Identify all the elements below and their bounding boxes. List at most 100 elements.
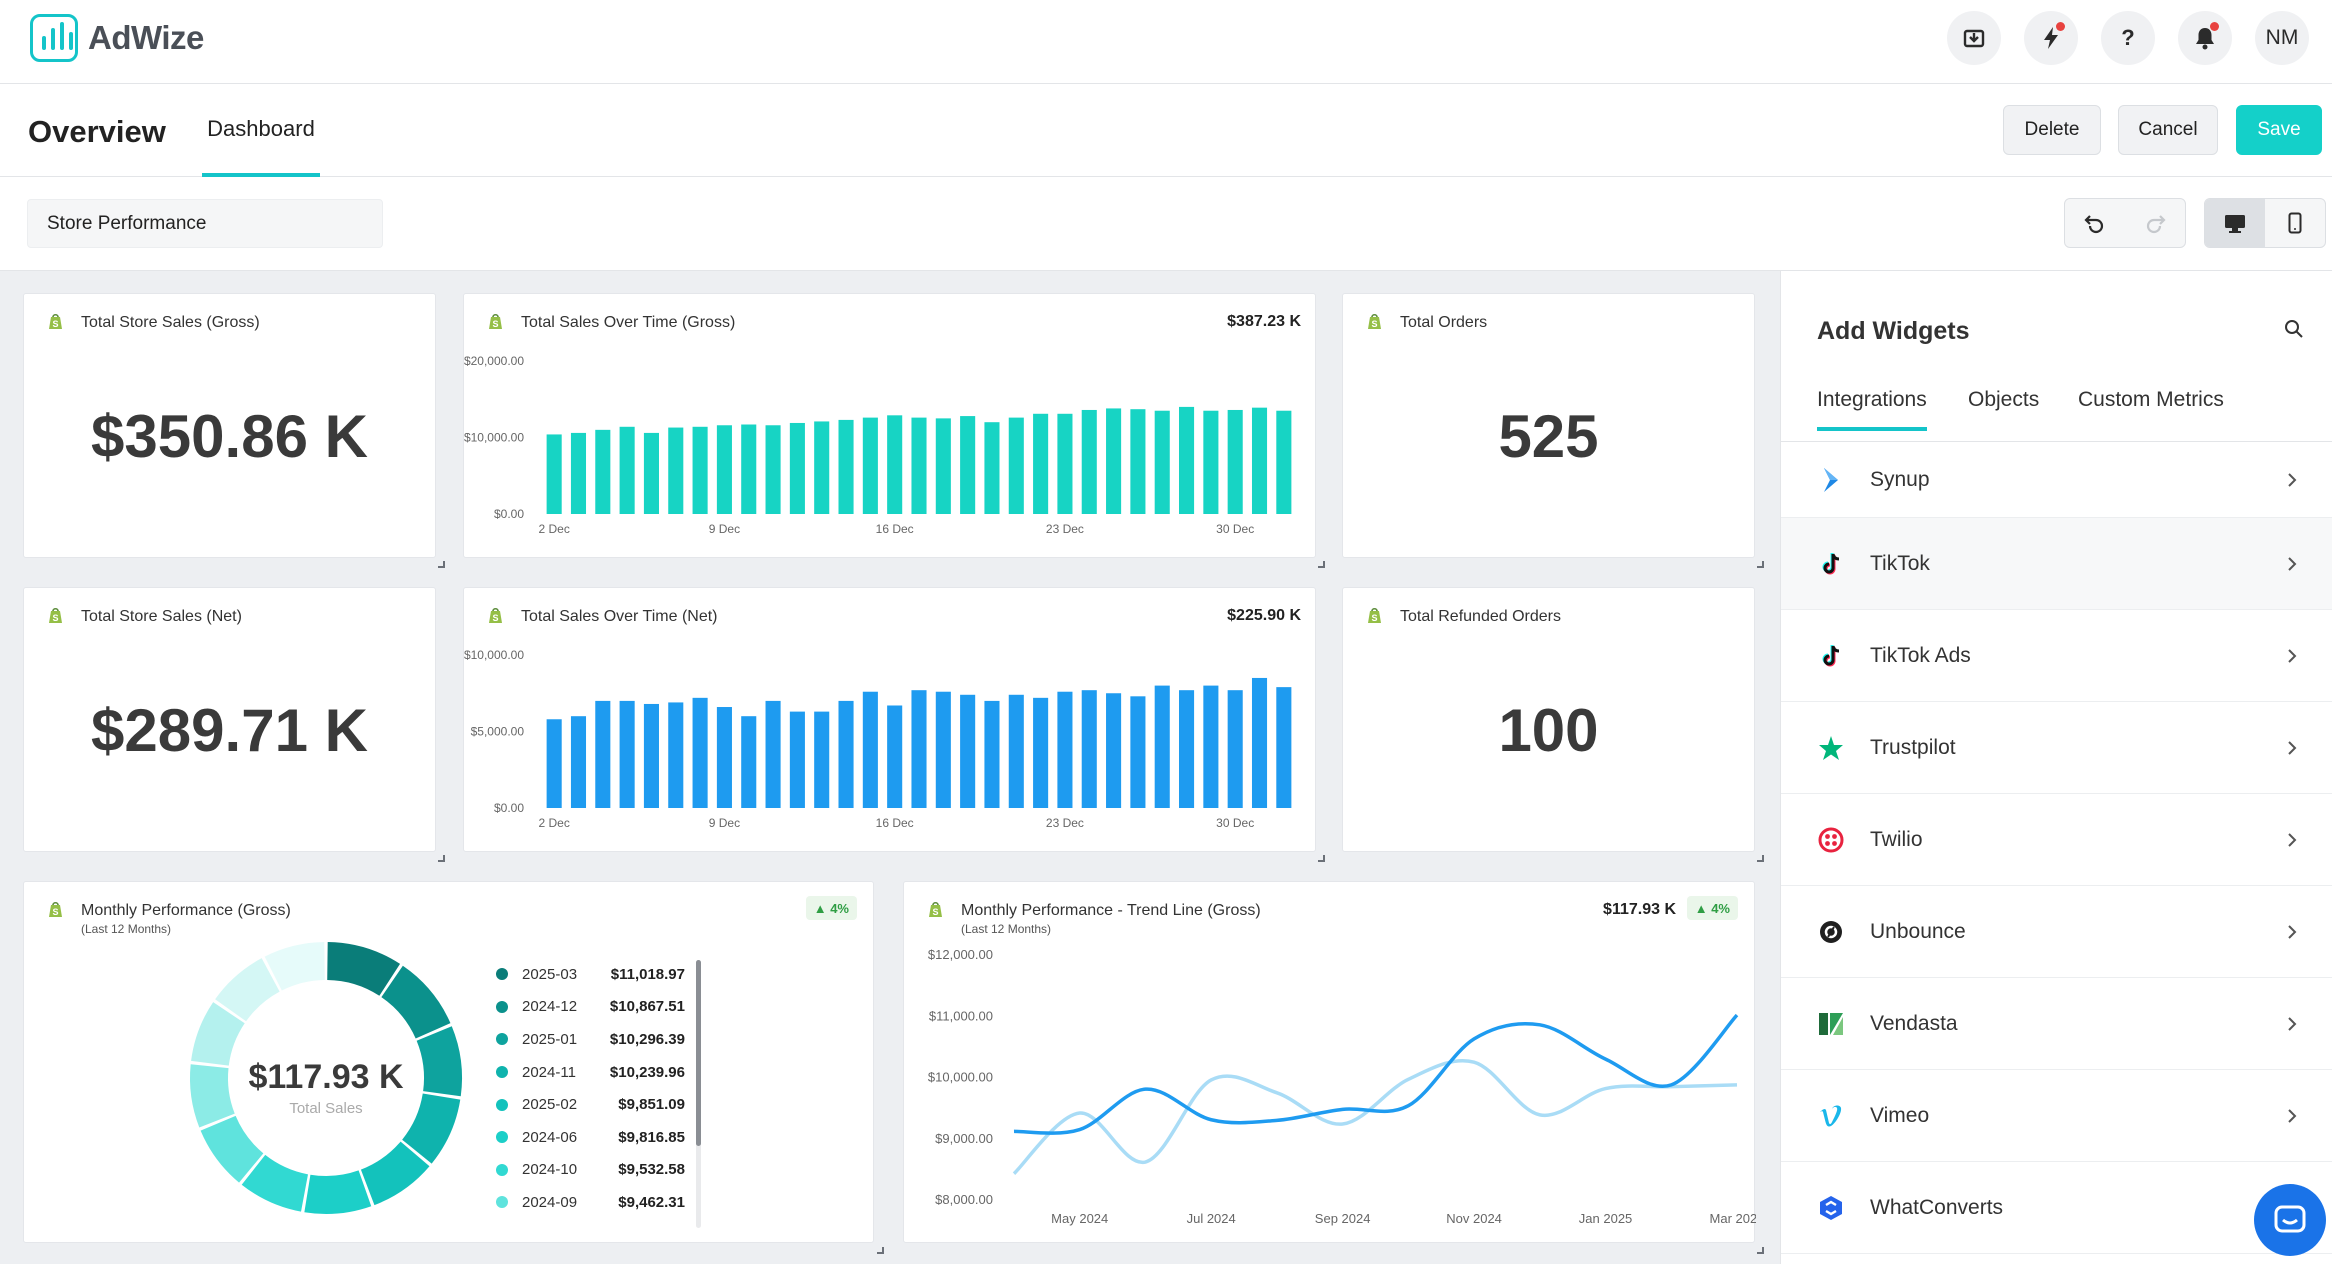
resize-handle[interactable] [1318,855,1325,862]
x-tick-label: 16 Dec [876,522,914,536]
x-tick-label: Jul 2024 [1187,1211,1236,1226]
widget-monthly-performance-trend-line[interactable]: S Monthly Performance - Trend Line (Gros… [903,881,1756,1243]
resize-handle[interactable] [1757,1247,1764,1254]
donut-slice [191,1002,245,1066]
bar [1179,690,1195,808]
integration-item-trustpilot[interactable]: Trustpilot [1781,702,2332,794]
vimeo-icon [1817,1102,1845,1130]
resize-handle[interactable] [438,855,445,862]
legend-value: $9,851.09 [618,1096,685,1114]
bar [1008,694,1024,808]
legend-item[interactable]: 2024-11 $10,239.96 [496,1056,685,1089]
x-tick-label: 2 Dec [538,816,569,830]
legend-swatch [496,1033,508,1046]
integration-item-tiktok[interactable]: TikTok [1781,518,2332,610]
widget-total: $225.90 K [1227,607,1301,624]
widget-total-store-sales-net[interactable]: S Total Store Sales (Net) $289.71 K [23,587,436,852]
resize-handle[interactable] [877,1247,884,1254]
save-button[interactable]: Save [2236,105,2322,155]
integration-item-twilio[interactable]: Twilio [1781,794,2332,886]
legend-item[interactable]: 2025-02 $9,851.09 [496,1088,685,1121]
legend-label: 2024-11 [522,1063,576,1081]
donut-center-value: $117.93 K [248,1058,403,1096]
widget-total-orders[interactable]: S Total Orders 525 [1342,293,1755,558]
tab-integrations[interactable]: Integrations [1817,388,1927,431]
widget-total-refunded-orders[interactable]: S Total Refunded Orders 100 [1342,587,1755,852]
widget-total-sales-over-time-net[interactable]: S Total Sales Over Time (Net) $225.90 K … [463,587,1316,852]
tab-custom-metrics[interactable]: Custom Metrics [2078,388,2224,411]
chevron-right-icon [2288,832,2297,847]
integration-label: WhatConverts [1870,1195,2004,1219]
bar [1130,409,1146,514]
bar [935,418,951,514]
bar [984,422,1000,514]
donut-slice [264,942,325,991]
chat-icon[interactable] [2254,1184,2326,1256]
legend-item[interactable]: 2024-10 $9,532.58 [496,1154,685,1187]
search-icon[interactable] [2284,319,2304,344]
widget-title: Total Store Sales (Net) [81,608,242,625]
svg-text:S: S [1371,613,1377,623]
resize-handle[interactable] [438,561,445,568]
bar [1106,693,1122,808]
bar [1154,685,1170,808]
bar [570,716,587,808]
resize-handle[interactable] [1318,561,1325,568]
donut-slice [402,1093,461,1164]
bar [1081,409,1097,514]
y-tick-label: $10,000.00 [464,648,524,662]
widget-title: Total Sales Over Time (Gross) [521,314,736,331]
legend-item[interactable]: 2024-07$9,340.30 [496,1219,685,1226]
bar [1008,417,1024,514]
legend-item[interactable]: 2025-03 $11,018.97 [496,958,685,991]
legend-item[interactable]: 2024-09 $9,462.31 [496,1186,685,1219]
app-name: AdWize [88,19,204,56]
integration-item-unbounce[interactable]: Unbounce [1781,886,2332,978]
dashboard-name-input[interactable] [27,199,383,248]
legend-item[interactable]: 2024-12 $10,867.51 [496,991,685,1024]
download-icon[interactable] [1947,11,2001,65]
x-tick-label: Nov 2024 [1446,1211,1502,1226]
resize-handle[interactable] [1757,561,1764,568]
redo-icon[interactable] [2125,199,2185,247]
delete-button[interactable]: Delete [2003,105,2101,155]
x-tick-label: 30 Dec [1216,816,1254,830]
resize-handle[interactable] [1757,855,1764,862]
svg-text:S: S [1371,319,1377,329]
user-avatar[interactable]: NM [2255,11,2309,65]
donut-center-label: Total Sales [289,1100,362,1117]
legend-label: 2025-02 [522,1096,578,1114]
legend-item[interactable]: 2024-06 $9,816.85 [496,1121,685,1154]
integration-item-vimeo[interactable]: Vimeo [1781,1070,2332,1162]
bar [984,700,1000,808]
legend-item[interactable]: 2025-01 $10,296.39 [496,1023,685,1056]
integration-item-vendasta[interactable]: Vendasta [1781,978,2332,1070]
widget-total-store-sales-gross[interactable]: S Total Store Sales (Gross) $350.86 K [23,293,436,558]
x-tick-label: May 2024 [1051,1211,1108,1226]
bell-icon[interactable] [2178,11,2232,65]
twilio-icon [1817,826,1845,854]
cancel-button[interactable]: Cancel [2118,105,2218,155]
bar [1033,413,1049,514]
integration-item-tiktok-ads[interactable]: TikTok Ads [1781,610,2332,702]
legend-swatch [496,1163,508,1176]
bolt-icon[interactable] [2024,11,2078,65]
trustpilot-icon [1817,734,1845,762]
tab-objects[interactable]: Objects [1968,388,2040,411]
bar [546,434,562,514]
integration-item-synup[interactable]: Synup [1781,442,2332,518]
help-icon[interactable]: ? [2101,11,2155,65]
tab-dashboard[interactable]: Dashboard [202,84,320,177]
bar [1130,696,1146,808]
legend-scrollbar[interactable] [696,960,701,1146]
widget-monthly-performance-gross[interactable]: S Monthly Performance (Gross) (Last 12 M… [23,881,874,1243]
desktop-icon[interactable] [2205,199,2265,247]
widget-title: Total Sales Over Time (Net) [521,608,718,625]
donut-slice [241,1154,308,1212]
undo-icon[interactable] [2065,199,2125,247]
mobile-icon[interactable] [2265,199,2325,247]
integration-item-whatconverts[interactable]: WhatConverts [1781,1162,2332,1254]
y-tick-label: $12,000.00 [928,947,993,962]
app-logo[interactable]: AdWize [30,14,204,62]
widget-total-sales-over-time-gross[interactable]: S Total Sales Over Time (Gross) $387.23 … [463,293,1316,558]
